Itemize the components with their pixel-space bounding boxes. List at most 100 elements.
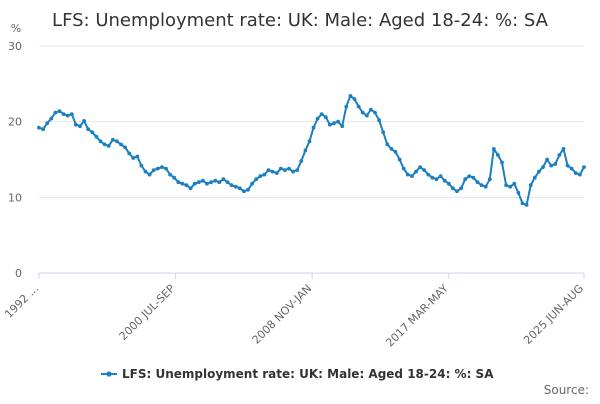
data-point[interactable] — [381, 130, 386, 135]
data-point[interactable] — [401, 166, 406, 171]
data-point[interactable] — [201, 178, 205, 183]
legend[interactable]: LFS: Unemployment rate: UK: Male: Aged 1… — [101, 367, 494, 381]
data-point[interactable] — [528, 183, 533, 188]
data-point[interactable] — [41, 127, 45, 132]
data-point[interactable] — [364, 113, 369, 118]
data-point[interactable] — [578, 172, 582, 177]
data-point[interactable] — [53, 110, 58, 115]
data-point[interactable] — [262, 172, 267, 177]
data-point[interactable] — [455, 189, 459, 194]
data-point[interactable] — [266, 168, 271, 173]
data-point[interactable] — [422, 168, 427, 173]
data-point[interactable] — [303, 148, 308, 153]
data-point[interactable] — [508, 184, 513, 189]
data-point[interactable] — [283, 168, 287, 173]
data-point[interactable] — [377, 118, 381, 123]
data-point[interactable] — [143, 169, 148, 174]
data-point[interactable] — [307, 139, 312, 144]
data-point[interactable] — [299, 159, 304, 163]
data-point[interactable] — [389, 147, 394, 151]
data-point[interactable] — [254, 177, 259, 182]
data-point[interactable] — [557, 153, 562, 157]
data-point[interactable] — [356, 104, 361, 109]
data-point[interactable] — [176, 180, 181, 185]
data-point[interactable] — [229, 183, 234, 188]
data-point[interactable] — [61, 112, 66, 116]
data-point[interactable] — [172, 175, 177, 180]
data-point[interactable] — [242, 189, 246, 194]
data-point[interactable] — [319, 112, 324, 116]
data-point[interactable] — [192, 181, 197, 186]
data-point[interactable] — [258, 174, 263, 179]
data-point[interactable] — [397, 157, 402, 162]
data-point[interactable] — [287, 166, 291, 171]
data-point[interactable] — [582, 165, 586, 170]
data-point[interactable] — [270, 169, 275, 174]
data-point[interactable] — [491, 147, 496, 151]
data-point[interactable] — [405, 172, 410, 177]
data-point[interactable] — [155, 166, 160, 171]
data-point[interactable] — [561, 147, 566, 151]
data-point[interactable] — [45, 121, 50, 126]
data-point[interactable] — [541, 165, 545, 170]
data-point[interactable] — [340, 124, 345, 129]
data-point[interactable] — [336, 119, 340, 124]
data-point[interactable] — [328, 122, 332, 127]
data-point[interactable] — [221, 177, 226, 182]
data-point[interactable] — [475, 180, 480, 185]
data-point[interactable] — [49, 116, 54, 121]
data-point[interactable] — [549, 163, 554, 168]
data-point[interactable] — [451, 186, 455, 191]
data-point[interactable] — [537, 169, 541, 174]
data-point[interactable] — [479, 183, 484, 188]
data-point[interactable] — [98, 139, 103, 144]
data-point[interactable] — [385, 142, 390, 147]
data-point[interactable] — [115, 139, 119, 144]
data-point[interactable] — [213, 178, 218, 183]
data-point[interactable] — [520, 201, 525, 206]
data-point[interactable] — [410, 174, 414, 179]
data-point[interactable] — [160, 165, 164, 170]
data-point[interactable] — [180, 181, 185, 186]
data-point[interactable] — [471, 175, 476, 180]
data-point[interactable] — [500, 160, 504, 165]
data-point[interactable] — [524, 203, 529, 207]
data-point[interactable] — [205, 181, 209, 186]
data-point[interactable] — [225, 180, 230, 185]
data-point[interactable] — [414, 169, 418, 174]
data-point[interactable] — [459, 186, 463, 191]
data-point[interactable] — [446, 181, 451, 186]
data-point[interactable] — [209, 180, 214, 185]
data-point[interactable] — [164, 166, 168, 171]
data-point[interactable] — [131, 156, 136, 160]
data-point[interactable] — [69, 112, 74, 116]
data-point[interactable] — [135, 154, 140, 159]
data-point[interactable] — [311, 125, 316, 130]
data-point[interactable] — [139, 163, 144, 168]
data-point[interactable] — [565, 163, 570, 168]
data-point[interactable] — [516, 190, 521, 195]
data-point[interactable] — [430, 175, 435, 180]
data-point[interactable] — [496, 153, 500, 157]
data-point[interactable] — [323, 115, 328, 119]
data-point[interactable] — [237, 186, 242, 191]
data-point[interactable] — [217, 180, 222, 185]
data-point[interactable] — [188, 186, 193, 191]
data-point[interactable] — [532, 175, 537, 180]
data-point[interactable] — [487, 177, 492, 182]
data-point[interactable] — [246, 187, 250, 192]
data-point[interactable] — [86, 127, 91, 132]
data-point[interactable] — [295, 168, 300, 173]
data-point[interactable] — [352, 97, 357, 101]
data-point[interactable] — [119, 142, 123, 147]
data-point[interactable] — [569, 166, 574, 171]
data-point[interactable] — [233, 184, 238, 189]
data-point[interactable] — [373, 110, 377, 115]
data-point[interactable] — [147, 172, 152, 177]
data-point[interactable] — [545, 157, 549, 162]
data-point[interactable] — [57, 109, 62, 113]
data-point[interactable] — [106, 144, 111, 148]
data-point[interactable] — [438, 174, 443, 179]
data-point[interactable] — [418, 165, 422, 170]
data-point[interactable] — [348, 94, 353, 98]
